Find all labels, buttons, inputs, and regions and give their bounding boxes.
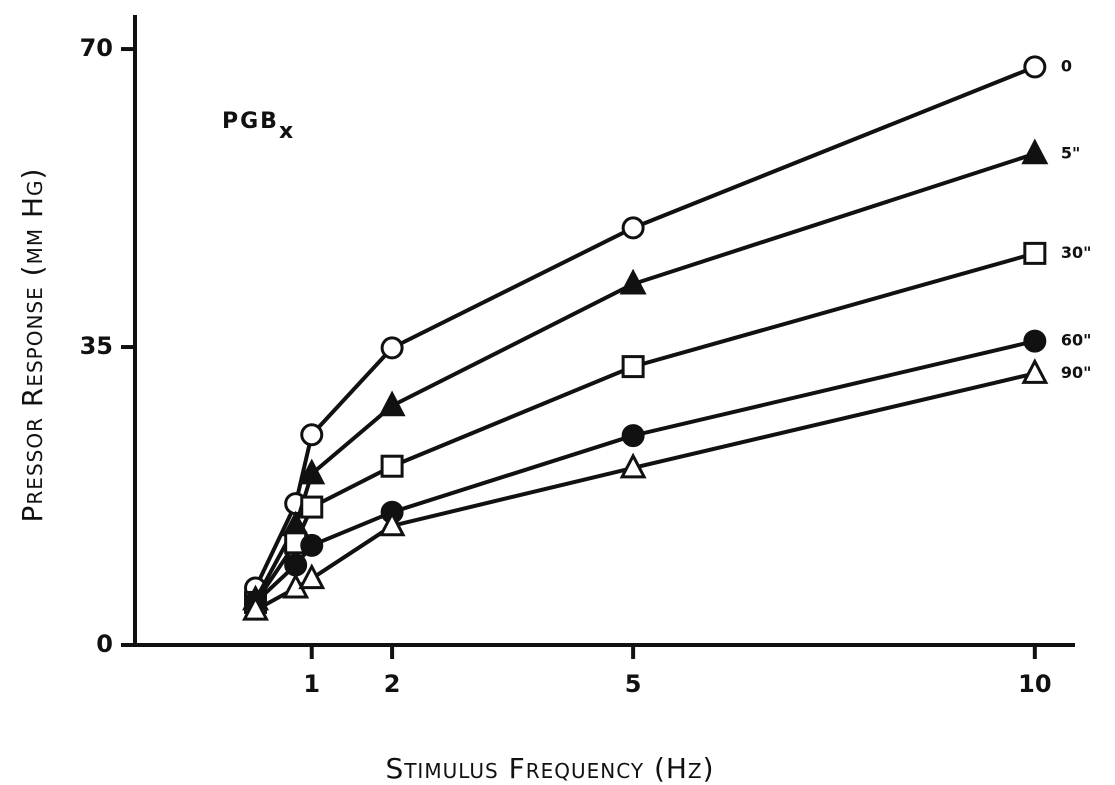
- point: [380, 336, 404, 360]
- y-tick-label: 70: [80, 34, 113, 62]
- annotation-subscript: x: [279, 119, 295, 144]
- point: [619, 268, 647, 295]
- point: [1023, 55, 1047, 79]
- x-tick-label: 5: [625, 670, 642, 698]
- point: [619, 452, 647, 479]
- point: [242, 594, 269, 621]
- point: [621, 216, 645, 240]
- series-line: [254, 339, 1036, 604]
- x-tick-label: 10: [1018, 670, 1051, 698]
- y-tick-label: 35: [80, 332, 113, 360]
- point: [380, 454, 404, 478]
- point: [1023, 329, 1047, 353]
- point: [300, 533, 324, 557]
- point: [621, 355, 645, 379]
- series-line: [253, 151, 1036, 601]
- series-line: [253, 65, 1036, 589]
- series-label: 5": [1061, 143, 1080, 162]
- point: [378, 390, 406, 417]
- point: [298, 563, 326, 590]
- point: [1023, 241, 1047, 265]
- point: [621, 424, 645, 448]
- y-tick-label: 0: [96, 630, 113, 658]
- x-tick-label: 1: [303, 670, 320, 698]
- point: [1021, 358, 1049, 384]
- point: [284, 553, 308, 577]
- x-tick-label: 2: [384, 670, 401, 698]
- point: [300, 423, 324, 447]
- series-label: 30": [1061, 243, 1092, 262]
- y-axis-label: Pressor Response (mm Hg): [16, 168, 49, 523]
- series-label: 90": [1061, 363, 1092, 382]
- point: [298, 458, 326, 485]
- annotation-text: PGB: [222, 109, 279, 134]
- point: [300, 495, 324, 519]
- x-axis-label: Stimulus Frequency (Hz): [385, 752, 714, 785]
- series-label: 60": [1061, 331, 1092, 350]
- point: [378, 510, 406, 537]
- annotation: PGBx: [222, 109, 295, 144]
- series-line: [253, 251, 1036, 604]
- series-label: 0: [1061, 56, 1072, 75]
- point: [1021, 138, 1049, 165]
- series-line: [254, 371, 1036, 612]
